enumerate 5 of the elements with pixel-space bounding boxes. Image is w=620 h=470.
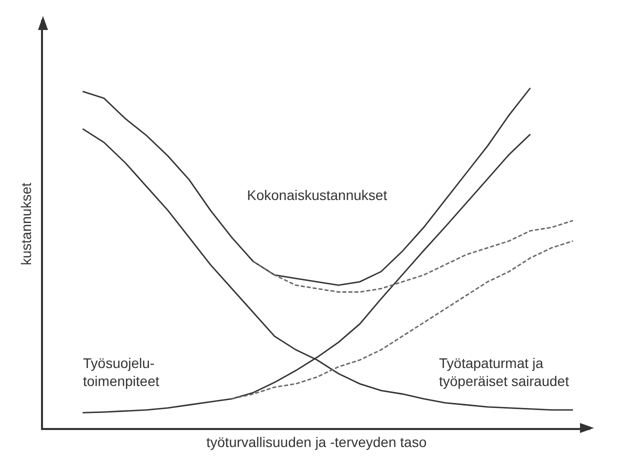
series-label: Työtapaturmat ja työperäiset sairaudet bbox=[439, 355, 570, 390]
text: Kokonaiskustannukset bbox=[247, 187, 388, 203]
y-axis-title: kustannukset bbox=[18, 182, 34, 266]
series-label: Työsuojelu- toimenpiteet bbox=[83, 355, 160, 390]
x-axis-title: työturvallisuuden ja -terveyden taso bbox=[206, 434, 427, 450]
